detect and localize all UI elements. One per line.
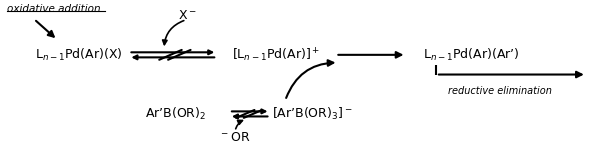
Text: oxidative addition: oxidative addition [7,4,101,14]
Text: [L$_{n-1}$Pd(Ar)]$^+$: [L$_{n-1}$Pd(Ar)]$^+$ [232,46,320,64]
Text: [Ar’B(OR)$_3$]$^-$: [Ar’B(OR)$_3$]$^-$ [271,106,352,122]
Text: L$_{n-1}$Pd(Ar)(X): L$_{n-1}$Pd(Ar)(X) [34,47,122,63]
Text: L$_{n-1}$Pd(Ar)(Ar’): L$_{n-1}$Pd(Ar)(Ar’) [423,47,520,63]
Text: $^-$OR: $^-$OR [219,131,251,144]
Text: X$^-$: X$^-$ [178,9,197,22]
Text: Ar’B(OR)$_2$: Ar’B(OR)$_2$ [145,106,207,122]
Text: reductive elimination: reductive elimination [448,86,552,96]
